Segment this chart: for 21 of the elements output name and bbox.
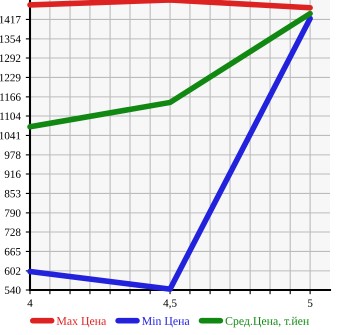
x-tick-label: 4,5 [163, 299, 177, 308]
y-tick-label: 916 [4, 170, 21, 178]
y-tick-label: 790 [5, 209, 21, 217]
y-tick-label: 1041 [0, 132, 20, 140]
y-tick-label: 978 [4, 151, 21, 159]
y-tick-label: 540 [4, 286, 21, 294]
y-tick-label: 1354 [0, 35, 21, 43]
legend-label: Max Цена [56, 317, 106, 328]
y-tick-label: 665 [4, 248, 21, 256]
y-tick-label: 728 [5, 228, 21, 236]
y-tick-label: 1166 [0, 93, 21, 101]
y-tick-label: 1104 [0, 112, 21, 120]
x-tick-label: 4 [27, 299, 33, 307]
legend-label: Min Цена [142, 317, 190, 328]
x-tick-label: 5 [308, 299, 312, 307]
y-tick-label: 853 [4, 190, 21, 198]
y-tick-label: 1292 [0, 54, 20, 62]
y-tick-label: 1229 [0, 74, 21, 82]
y-tick-label: 602 [4, 267, 20, 275]
y-tick-label: 1417 [0, 16, 21, 24]
legend-label: Сред.Цена, т.йен [226, 316, 309, 328]
